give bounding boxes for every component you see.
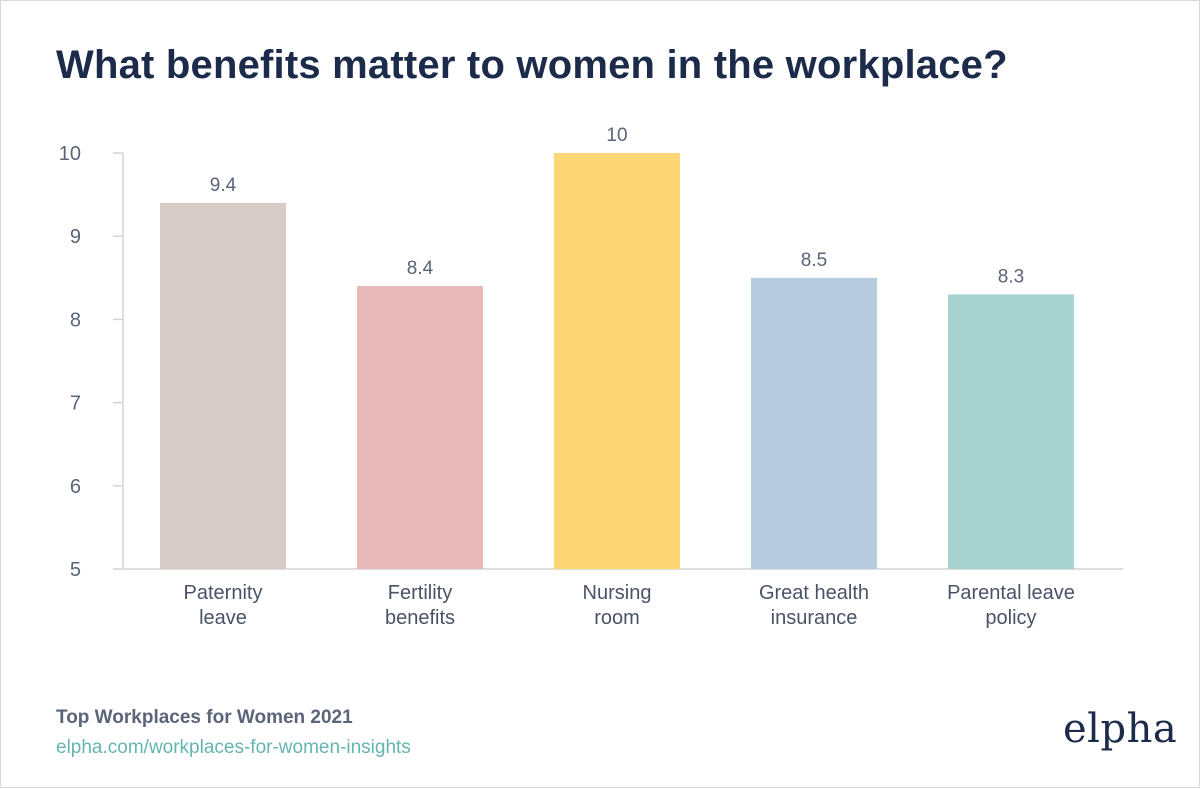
bar — [948, 294, 1074, 569]
bar — [160, 202, 286, 570]
bar — [357, 286, 483, 569]
y-tick-label: 10 — [59, 143, 81, 165]
y-tick-label: 5 — [70, 559, 81, 581]
bar-value-label: 8.3 — [998, 266, 1024, 287]
bar-value-label: 8.4 — [407, 258, 434, 279]
y-tick-label: 9 — [70, 226, 81, 248]
category-label: leave — [199, 607, 247, 629]
bar — [554, 153, 680, 569]
bar-value-label: 9.4 — [210, 175, 237, 196]
y-tick-label: 8 — [70, 309, 81, 331]
category-label: Parental leave — [947, 582, 1075, 604]
bar-value-label: 8.5 — [801, 250, 827, 271]
y-tick-label: 7 — [70, 393, 81, 415]
elpha-logo: elpha — [1063, 706, 1178, 752]
source-link[interactable]: elpha.com/workplaces-for-women-insights — [56, 737, 411, 758]
category-label: room — [594, 607, 640, 629]
category-label: Fertility — [388, 582, 452, 604]
category-label: insurance — [771, 607, 858, 629]
source-title: Top Workplaces for Women 2021 — [56, 707, 353, 728]
category-label: policy — [985, 607, 1036, 629]
category-label: Nursing — [583, 582, 652, 604]
chart-title: What benefits matter to women in the wor… — [56, 43, 1008, 87]
bar-value-label: 10 — [606, 125, 627, 146]
category-label: Paternity — [184, 582, 263, 604]
y-tick-label: 6 — [70, 476, 81, 498]
category-label: benefits — [385, 607, 455, 629]
category-label: Great health — [759, 582, 869, 604]
bar — [751, 277, 877, 569]
